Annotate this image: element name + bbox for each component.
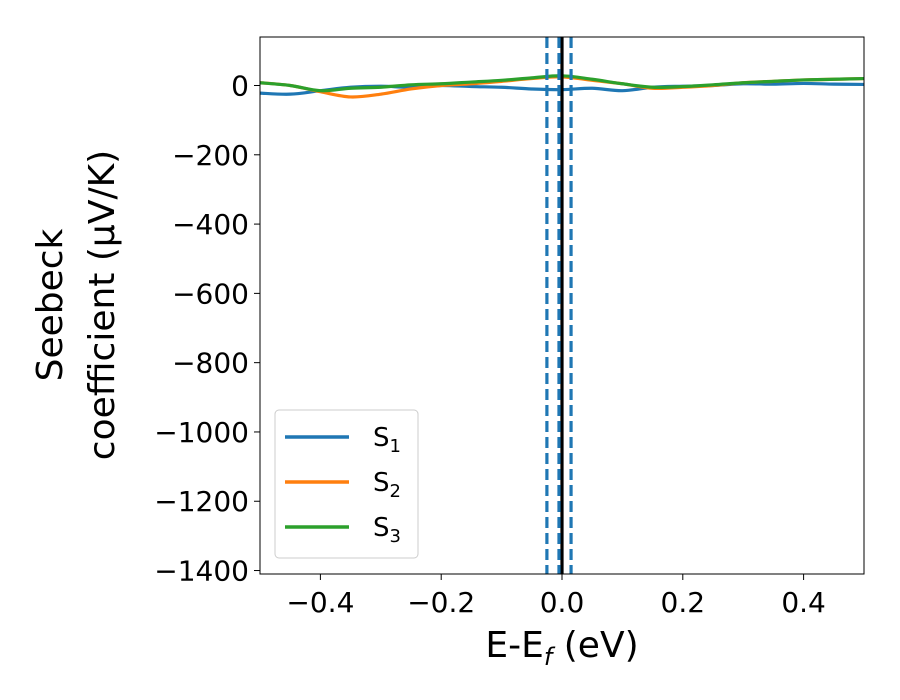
x-tick-label: 0.4 [781, 586, 826, 619]
vline-layer [545, 37, 573, 574]
legend: S1 S2 S3 [274, 409, 419, 559]
x-tick-label: −0.4 [286, 586, 354, 619]
y-axis-label-line2: coefficient (μV/K) [82, 150, 123, 460]
x-tick-label: −0.2 [407, 586, 475, 619]
y-tick-label: −1200 [154, 485, 249, 518]
y-ticks: 0 −200 −400 −600 −800 −1000 −1200 −1400 [154, 70, 260, 588]
y-tick-label: −600 [172, 277, 249, 310]
legend-box [274, 409, 419, 559]
x-axis-label: E-Ef (eV) [485, 625, 638, 671]
x-ticks: −0.4 −0.2 0.0 0.2 0.4 [286, 574, 826, 619]
y-axis-label-line1: Seebeck [30, 228, 71, 381]
y-tick-label: −800 [172, 347, 249, 380]
y-tick-label: −1400 [154, 555, 249, 588]
x-tick-label: 0.0 [540, 586, 585, 619]
y-tick-label: 0 [231, 70, 249, 103]
y-tick-label: −400 [172, 208, 249, 241]
x-axis-label-unit: (eV) [552, 625, 638, 666]
legend-items: S1 S2 S3 [285, 423, 401, 547]
legend-label-3: S3 [373, 513, 401, 547]
legend-label-1: S1 [373, 423, 401, 457]
y-tick-label: −1000 [154, 416, 249, 449]
x-tick-label: 0.2 [661, 586, 706, 619]
legend-label-2: S2 [373, 468, 401, 502]
y-tick-label: −200 [172, 139, 249, 172]
